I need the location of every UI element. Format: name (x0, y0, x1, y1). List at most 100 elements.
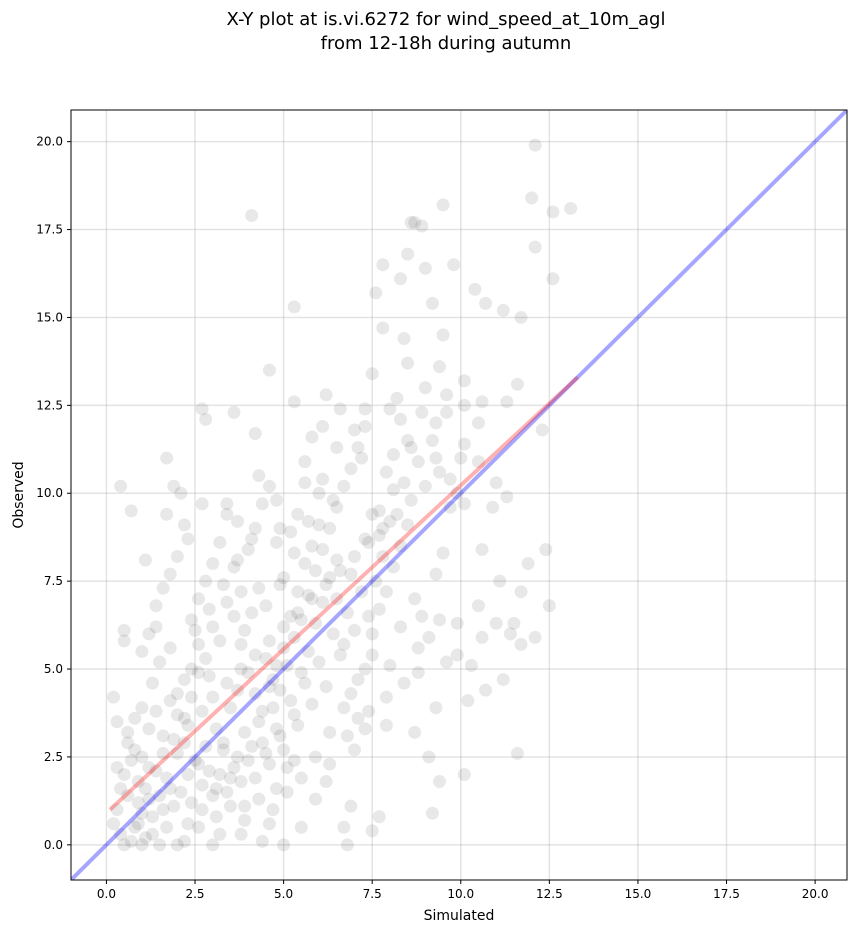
data-point (252, 715, 266, 729)
data-point (436, 328, 450, 342)
data-point (394, 412, 408, 426)
data-point (514, 585, 528, 599)
data-point (323, 757, 337, 771)
data-point (301, 644, 315, 658)
data-point (142, 722, 156, 736)
data-point (273, 521, 287, 535)
data-point (181, 532, 195, 546)
data-point (365, 648, 379, 662)
data-point (429, 701, 443, 715)
data-point (333, 648, 347, 662)
data-point (280, 659, 294, 673)
data-point (287, 546, 301, 560)
data-point (376, 258, 390, 272)
data-point (312, 518, 326, 532)
data-point (277, 620, 291, 634)
data-point (153, 838, 167, 852)
data-point (316, 542, 330, 556)
data-point (362, 535, 376, 549)
data-point (255, 736, 269, 750)
data-point (510, 746, 524, 760)
data-point (528, 630, 542, 644)
chart-title-line-2: from 12-18h during autumn (320, 33, 572, 54)
data-point (358, 662, 372, 676)
data-point (114, 782, 128, 796)
data-point (135, 838, 149, 852)
data-point (110, 803, 124, 817)
data-point (238, 813, 252, 827)
data-point (156, 581, 170, 595)
data-point (425, 434, 439, 448)
data-point (117, 838, 131, 852)
data-point (199, 574, 213, 588)
data-point (447, 258, 461, 272)
data-point (181, 718, 195, 732)
data-point (213, 827, 227, 841)
data-point (177, 518, 191, 532)
data-point (177, 834, 191, 848)
data-point (397, 332, 411, 346)
data-point (457, 398, 471, 412)
data-point (319, 578, 333, 592)
data-point (149, 704, 163, 718)
x-tick-label: 2.5 (185, 887, 204, 901)
data-point (457, 374, 471, 388)
data-point (270, 659, 284, 673)
data-point (153, 655, 167, 669)
x-tick-label: 10.0 (447, 887, 474, 901)
data-point (415, 609, 429, 623)
data-point (266, 701, 280, 715)
data-point (195, 704, 209, 718)
y-axis-label: Observed (11, 461, 27, 528)
data-point (117, 634, 131, 648)
data-point (401, 518, 415, 532)
data-point (479, 296, 493, 310)
data-point (326, 627, 340, 641)
data-point (223, 799, 237, 813)
data-point (234, 637, 248, 651)
data-point (213, 768, 227, 782)
data-point (227, 609, 241, 623)
data-point (323, 571, 337, 585)
data-point (135, 750, 149, 764)
data-point (461, 694, 475, 708)
data-point (284, 609, 298, 623)
data-point (291, 606, 305, 620)
data-point (248, 521, 262, 535)
data-point (503, 627, 517, 641)
y-tick-label: 2.5 (44, 750, 63, 764)
data-point (192, 592, 206, 606)
x-tick-label: 12.5 (536, 887, 563, 901)
data-point (231, 683, 245, 697)
data-point (206, 690, 220, 704)
data-point (167, 479, 181, 493)
data-point (528, 240, 542, 254)
data-point (379, 465, 393, 479)
data-point (149, 620, 163, 634)
data-point (372, 528, 386, 542)
data-point (301, 588, 315, 602)
data-point (277, 641, 291, 655)
data-point (280, 760, 294, 774)
data-point (124, 834, 138, 848)
data-point (192, 820, 206, 834)
data-point (376, 321, 390, 335)
data-point (121, 789, 135, 803)
data-point (422, 750, 436, 764)
data-point (379, 585, 393, 599)
data-point (443, 500, 457, 514)
data-point (319, 680, 333, 694)
data-point (468, 282, 482, 296)
data-point (330, 500, 344, 514)
data-point (156, 803, 170, 817)
data-point (248, 771, 262, 785)
data-point (128, 711, 142, 725)
data-point (241, 666, 255, 680)
data-point (252, 469, 266, 483)
data-point (344, 567, 358, 581)
data-point (429, 567, 443, 581)
data-point (124, 753, 138, 767)
data-point (287, 300, 301, 314)
chart-title-line-1: X-Y plot at is.vi.6272 for wind_speed_at… (226, 9, 666, 30)
data-point (195, 778, 209, 792)
